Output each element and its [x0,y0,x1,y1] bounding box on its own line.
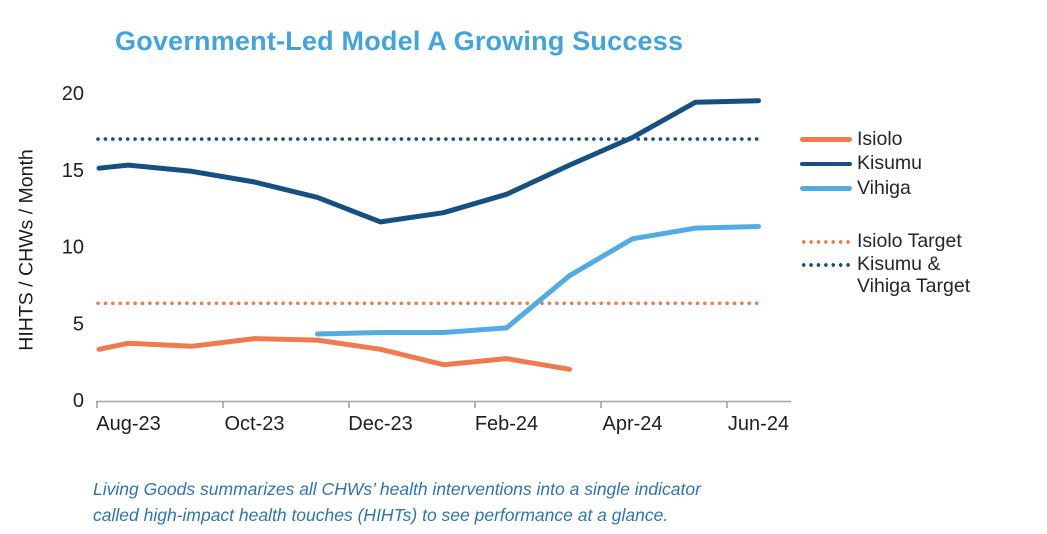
y-axis-label: 10 [62,237,84,259]
legend-item-isiolo: Isiolo [800,127,1045,152]
x-axis-label: Feb-24 [475,413,538,435]
legend-label-kisumu: Kisumu [857,152,923,175]
vihiga-line [315,224,761,337]
legend-label-isiolo: Isiolo [857,127,903,150]
legend-item-isiolo-target: Isiolo Target [800,230,1045,255]
legend-label-vihiga: Vihiga [857,176,911,199]
kisumu-vihiga-target-swatch [800,263,852,267]
legend-label-kisumu-vihiga-target: Kisumu & Vihiga Target [857,253,971,297]
x-axis-label: Aug-23 [96,413,161,435]
kisumu-line-swatch [800,161,852,166]
x-axis-label: Dec-23 [348,413,412,435]
x-axis-label: Jun-24 [728,413,789,435]
y-axis-label: 0 [73,390,84,412]
isiolo-target-swatch [800,239,852,244]
isiolo-line-swatch [800,137,852,142]
legend-item-kisumu-vihiga-target: Kisumu & Vihiga Target [800,253,1045,297]
legend-item-vihiga: Vihiga [800,176,1045,201]
footnote-line-2: called high-impact health touches (HIHTs… [93,505,669,525]
isiolo-line [96,336,572,372]
chart-title: Government-Led Model A Growing Success [115,26,684,56]
legend-spacer [800,201,1045,230]
legend: Isiolo Kisumu Vihiga Isiolo Target Kisum… [800,127,1045,297]
vihiga-line-swatch [800,186,852,191]
legend-label-isiolo-target: Isiolo Target [857,230,962,253]
x-axis-label: Oct-23 [224,413,284,435]
kisumu-line [96,98,761,225]
footnote-line-1: Living Goods summarizes all CHWs’ health… [93,479,701,499]
y-axis-label: 5 [73,313,84,335]
x-axis-label: Apr-24 [602,413,662,435]
y-axis-label: 15 [62,160,84,182]
y-axis-label: 20 [62,83,84,105]
legend-label-line2: Vihiga Target [857,274,971,297]
footnote: Living Goods summarizes all CHWs’ health… [93,476,701,528]
legend-label-line1: Kisumu & [857,253,941,275]
legend-item-kisumu: Kisumu [800,152,1045,177]
